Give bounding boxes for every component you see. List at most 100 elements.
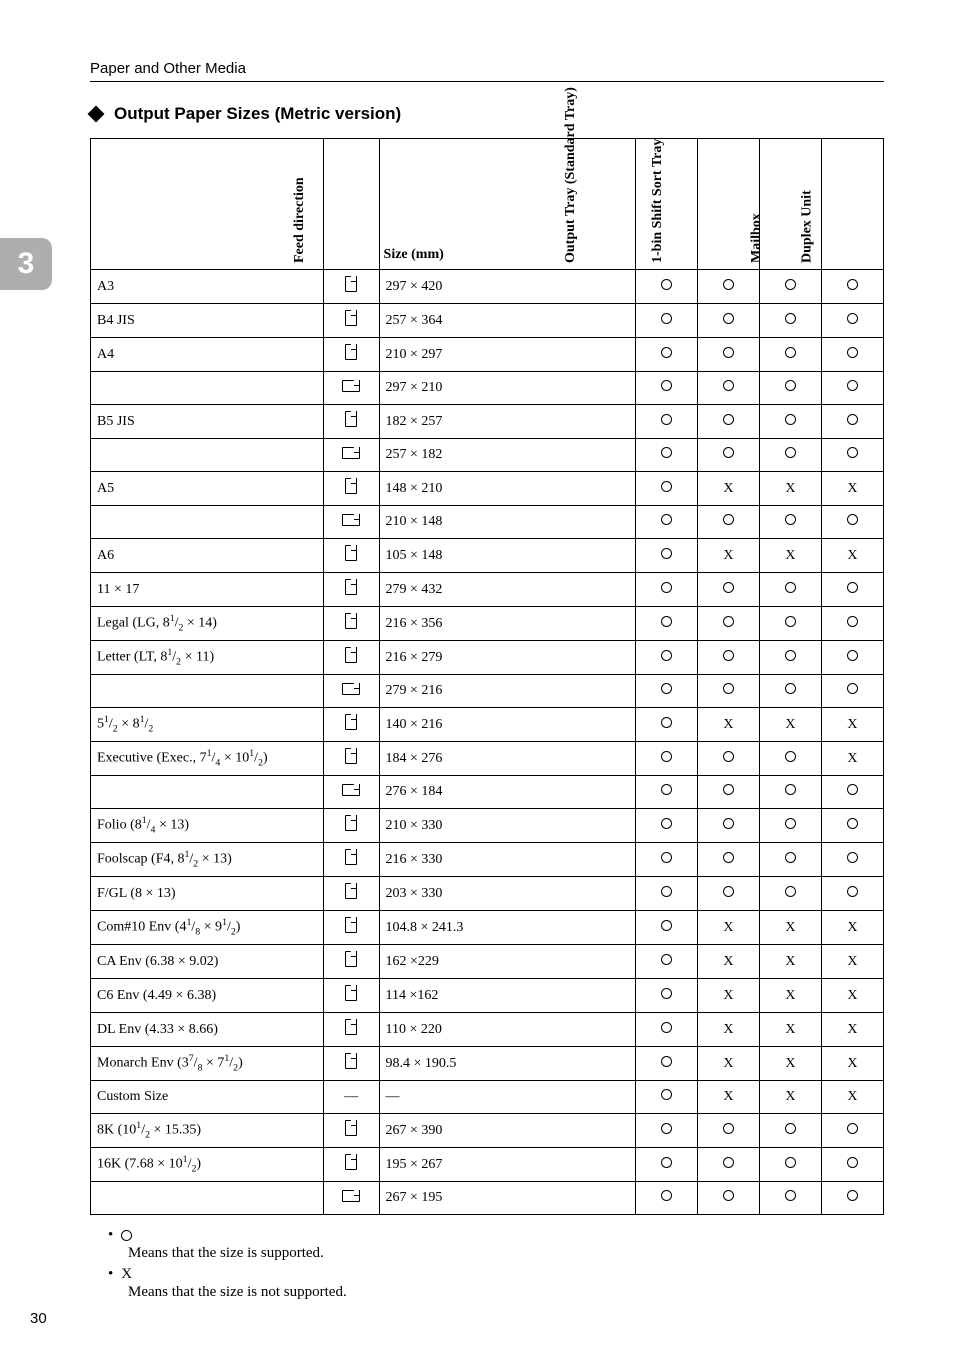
cell-feed — [323, 641, 379, 675]
cell-name: 16K (7.68 × 101/2) — [91, 1148, 324, 1182]
cell-sort — [698, 607, 760, 641]
col-name-header — [91, 139, 324, 270]
section-heading: Output Paper Sizes (Metric version) — [90, 104, 884, 124]
cell-sort — [698, 338, 760, 372]
col-feed-header: Feed direction — [323, 139, 379, 270]
feed-portrait-icon — [343, 611, 359, 631]
circle-icon — [847, 886, 858, 897]
cell-size: 98.4 × 190.5 — [379, 1047, 635, 1081]
circle-icon — [661, 954, 672, 965]
feed-none: — — [344, 1089, 358, 1104]
circle-icon — [785, 616, 796, 627]
cell-name: Com#10 Env (41/8 × 91/2) — [91, 911, 324, 945]
feed-portrait-icon — [343, 543, 359, 563]
circle-icon — [661, 650, 672, 661]
x-mark: X — [723, 954, 733, 969]
cell-name: Monarch Env (37/8 × 71/2) — [91, 1047, 324, 1081]
feed-portrait-icon — [343, 1017, 359, 1037]
cell-name: A5 — [91, 472, 324, 506]
feed-portrait-icon — [343, 983, 359, 1003]
cell-size: 267 × 195 — [379, 1182, 635, 1215]
cell-sort — [698, 776, 760, 809]
circle-icon — [661, 1089, 672, 1100]
cell-feed — [323, 776, 379, 809]
cell-mail — [759, 877, 821, 911]
cell-size: 276 × 184 — [379, 776, 635, 809]
circle-icon — [723, 1157, 734, 1168]
circle-icon — [661, 852, 672, 863]
cell-name — [91, 776, 324, 809]
cell-sort — [698, 439, 760, 472]
table-row: 297 × 210 — [91, 372, 884, 405]
cell-feed — [323, 675, 379, 708]
cell-feed — [323, 539, 379, 573]
feed-portrait-icon — [343, 476, 359, 496]
circle-icon — [785, 279, 796, 290]
cell-sort: X — [698, 539, 760, 573]
bullet-dot: • — [108, 1227, 113, 1244]
cell-name: CA Env (6.38 × 9.02) — [91, 945, 324, 979]
cell-sort: X — [698, 1013, 760, 1047]
table-row: 279 × 216 — [91, 675, 884, 708]
cell-mail — [759, 1114, 821, 1148]
feed-landscape-icon — [340, 512, 362, 528]
circle-icon — [847, 1190, 858, 1201]
cell-name — [91, 675, 324, 708]
cell-output — [636, 776, 698, 809]
circle-icon — [847, 514, 858, 525]
cell-sort: X — [698, 979, 760, 1013]
circle-icon — [723, 852, 734, 863]
cell-mail — [759, 372, 821, 405]
cell-mail — [759, 843, 821, 877]
table-row: Executive (Exec., 71/4 × 101/2)184 × 276… — [91, 742, 884, 776]
cell-mail — [759, 809, 821, 843]
x-mark: X — [723, 481, 733, 496]
cell-size: 297 × 420 — [379, 270, 635, 304]
cell-size: 182 × 257 — [379, 405, 635, 439]
table-row: C6 Env (4.49 × 6.38)114 ×162XXX — [91, 979, 884, 1013]
cell-feed — [323, 372, 379, 405]
x-mark: X — [847, 920, 857, 935]
cell-duplex — [821, 1182, 883, 1215]
cell-mail: X — [759, 708, 821, 742]
cell-name: B4 JIS — [91, 304, 324, 338]
cell-mail: X — [759, 979, 821, 1013]
circle-icon — [785, 347, 796, 358]
feed-portrait-icon — [343, 746, 359, 766]
note-supported-bullet: • — [108, 1227, 884, 1244]
circle-icon — [785, 514, 796, 525]
circle-icon — [785, 650, 796, 661]
x-mark: X — [723, 1089, 733, 1104]
x-mark: X — [785, 954, 795, 969]
circle-icon — [661, 717, 672, 728]
cell-duplex — [821, 641, 883, 675]
cell-sort: X — [698, 911, 760, 945]
cell-sort — [698, 1114, 760, 1148]
feed-landscape-icon — [340, 782, 362, 798]
cell-size: 279 × 216 — [379, 675, 635, 708]
page: Paper and Other Media 3 Output Paper Siz… — [0, 0, 954, 1345]
cell-name — [91, 506, 324, 539]
table-row: Com#10 Env (41/8 × 91/2)104.8 × 241.3XXX — [91, 911, 884, 945]
x-mark: X — [847, 548, 857, 563]
cell-name: 8K (101/2 × 15.35) — [91, 1114, 324, 1148]
x-mark: X — [847, 751, 857, 766]
circle-icon — [847, 852, 858, 863]
cell-output — [636, 809, 698, 843]
cell-duplex: X — [821, 911, 883, 945]
cell-feed — [323, 270, 379, 304]
cell-mail — [759, 607, 821, 641]
circle-icon — [847, 1157, 858, 1168]
x-mark: X — [723, 920, 733, 935]
cell-output — [636, 372, 698, 405]
table-row: A4210 × 297 — [91, 338, 884, 372]
cell-name: Letter (LT, 81/2 × 11) — [91, 641, 324, 675]
circle-icon — [847, 650, 858, 661]
circle-icon — [723, 1190, 734, 1201]
cell-duplex: X — [821, 742, 883, 776]
chapter-tab: 3 — [0, 238, 52, 290]
cell-mail: X — [759, 472, 821, 506]
cell-feed — [323, 405, 379, 439]
cell-mail — [759, 641, 821, 675]
cell-sort — [698, 372, 760, 405]
